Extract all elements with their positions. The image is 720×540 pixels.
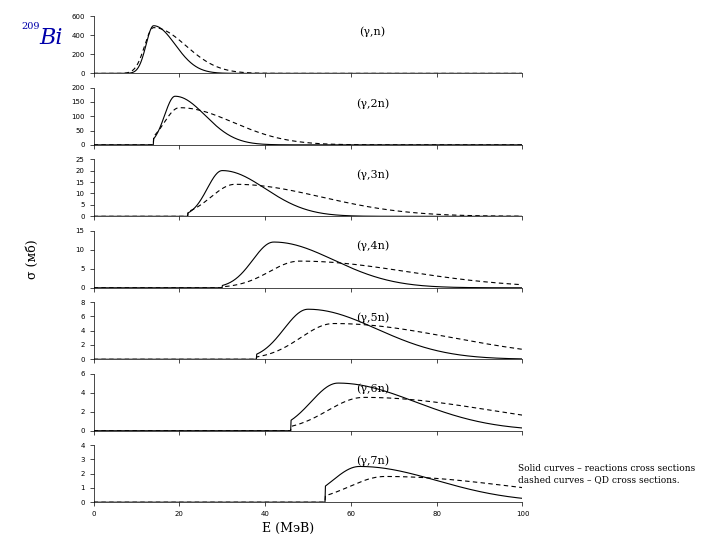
Text: (γ,3n): (γ,3n) <box>356 170 389 180</box>
Text: (γ,5n): (γ,5n) <box>356 312 389 323</box>
Text: (γ,4n): (γ,4n) <box>356 241 389 252</box>
Text: Solid curves – reactions cross sections
dashed curves – QD cross sections.: Solid curves – reactions cross sections … <box>518 464 696 484</box>
Text: σ (мб): σ (мб) <box>26 239 39 279</box>
Text: (γ,n): (γ,n) <box>359 26 385 37</box>
Text: (γ,7n): (γ,7n) <box>356 455 389 466</box>
Text: Bi: Bi <box>40 27 63 49</box>
Text: E (МэВ): E (МэВ) <box>262 522 314 535</box>
Text: (γ,6n): (γ,6n) <box>356 384 389 394</box>
Text: 209: 209 <box>22 22 40 31</box>
Text: (γ,2n): (γ,2n) <box>356 98 389 109</box>
